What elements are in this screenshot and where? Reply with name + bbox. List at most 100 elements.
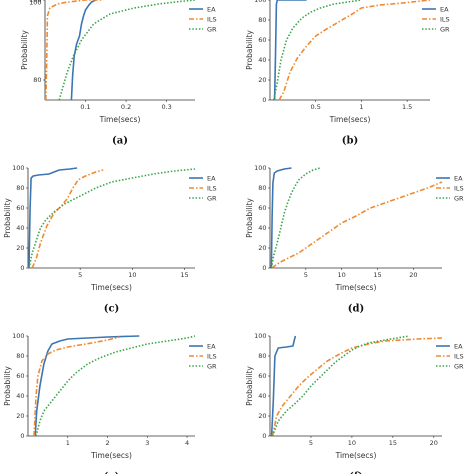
series-line-ils: [278, 0, 431, 101]
plot-area: [33, 335, 196, 437]
series-line-ils: [31, 169, 104, 269]
y-tick-label: 100: [29, 0, 41, 4]
y-tick-label: 20: [258, 76, 266, 84]
y-tick-label: 60: [258, 204, 266, 212]
panel-caption: (f): [349, 472, 363, 474]
y-tick-label: 80: [16, 184, 24, 192]
y-tick-label: 20: [16, 244, 24, 252]
panel-caption: (e): [104, 472, 120, 474]
y-tick-label: 100: [12, 164, 24, 172]
legend-label-ea: EA: [207, 5, 216, 13]
legend-label-ils: ILS: [207, 184, 217, 192]
chart-panel-5: 0 20 40 60 80 100 1 2 3 4 Time(secs) Probability EA I…: [3, 332, 217, 474]
x-tick-label: 0.3: [161, 103, 171, 111]
y-tick-label: 0: [20, 264, 24, 272]
y-tick-label: 80: [258, 352, 266, 360]
legend-label-gr: GR: [207, 25, 217, 33]
y-tick-label: 20: [258, 244, 266, 252]
chart-panel-4: 0 20 40 60 80 100 5 10 15 20 Time(secs) Probability…: [245, 164, 464, 314]
chart-panel-6: 0 20 40 60 80 100 5 10 15 20 Time(secs) Probability…: [245, 332, 464, 474]
x-tick-label: 5: [304, 271, 308, 279]
y-tick-label: 0: [262, 96, 266, 104]
x-axis-label: Time(secs): [99, 115, 141, 124]
y-tick-label: 0: [20, 432, 24, 440]
series-line-ils: [33, 336, 120, 437]
y-tick-label: 80: [16, 352, 24, 360]
y-tick-label: 80: [258, 16, 266, 24]
y-tick-label: 20: [258, 412, 266, 420]
legend-label-gr: GR: [207, 194, 217, 202]
x-axis-label: Time(secs): [329, 115, 371, 124]
x-tick-label: 0.1: [80, 103, 90, 111]
x-tick-label: 10: [348, 439, 356, 447]
x-axis-label: Time(secs): [335, 451, 377, 460]
panel-caption: (a): [112, 136, 128, 147]
x-tick-label: 15: [180, 271, 188, 279]
x-axis-label: Time(secs): [90, 283, 132, 292]
series-line-ea: [28, 167, 78, 269]
legend-label-ils: ILS: [454, 184, 464, 192]
legend-label-ils: ILS: [454, 352, 464, 360]
legend-label-ea: EA: [454, 342, 463, 350]
legend-label-gr: GR: [454, 362, 464, 370]
y-tick-label: 60: [258, 36, 266, 44]
legend-label-gr: GR: [454, 194, 464, 202]
legend-label-ea: EA: [207, 342, 216, 350]
series-line-gr: [271, 335, 410, 437]
y-tick-label: 100: [254, 164, 266, 172]
series-line-ils: [271, 181, 443, 269]
x-tick-label: 0.5: [311, 103, 321, 111]
legend-label-ils: ILS: [440, 15, 450, 23]
panel-caption: (b): [342, 136, 358, 147]
x-tick-label: 2: [105, 439, 109, 447]
series-line-gr: [272, 0, 362, 101]
x-axis-label: Time(secs): [335, 283, 377, 292]
y-axis-label: Probability: [3, 366, 12, 406]
series-line-ea: [270, 335, 297, 437]
y-tick-label: 80: [258, 184, 266, 192]
y-tick-label: 20: [16, 412, 24, 420]
y-axis-label: Probability: [245, 198, 254, 238]
x-axis-label: Time(secs): [90, 451, 132, 460]
legend-label-ils: ILS: [207, 15, 217, 23]
y-tick-label: 40: [16, 224, 24, 232]
x-tick-label: 20: [409, 271, 417, 279]
y-tick-label: 40: [258, 392, 266, 400]
legend-label-ea: EA: [207, 174, 216, 182]
panel-caption: (d): [348, 304, 364, 315]
y-tick-label: 60: [258, 372, 266, 380]
plot-area: [45, 0, 196, 101]
y-tick-label: 80: [33, 76, 41, 84]
plot-area: [28, 167, 196, 269]
series-line-gr: [58, 0, 196, 101]
y-axis-label: Probability: [245, 366, 254, 406]
x-tick-label: 5: [309, 439, 313, 447]
x-tick-label: 10: [128, 271, 136, 279]
series-line-ea: [70, 0, 97, 101]
chart-panel-2: 0 20 40 60 80 100 0.5 1 1.5 Time(secs) Probability…: [245, 0, 450, 147]
x-tick-label: 20: [430, 439, 438, 447]
y-tick-label: 60: [16, 372, 24, 380]
y-tick-label: 100: [29, 0, 41, 7]
series-line-ils: [45, 0, 102, 101]
legend-label-ea: EA: [454, 174, 463, 182]
y-tick-label: 40: [16, 392, 24, 400]
series-line-ils: [271, 337, 443, 437]
y-tick-label: 100: [12, 332, 24, 340]
x-tick-label: 10: [338, 271, 346, 279]
series-line-ea: [34, 335, 140, 437]
plot-area: [270, 167, 443, 269]
y-tick-label: 40: [258, 224, 266, 232]
plot-area: [270, 335, 443, 437]
y-tick-label: 60: [16, 204, 24, 212]
y-axis-label: Probability: [3, 198, 12, 238]
y-tick-label: 100: [254, 332, 266, 340]
legend-label-gr: GR: [440, 25, 450, 33]
x-tick-label: 15: [373, 271, 381, 279]
x-tick-label: 3: [145, 439, 149, 447]
y-tick-label: 100: [254, 0, 266, 4]
legend-label-ils: ILS: [207, 352, 217, 360]
chart-panel-3: 0 20 40 60 80 100 5 10 15 Time(secs) Probability EA…: [3, 164, 217, 314]
y-axis-label: Probability: [20, 30, 29, 70]
